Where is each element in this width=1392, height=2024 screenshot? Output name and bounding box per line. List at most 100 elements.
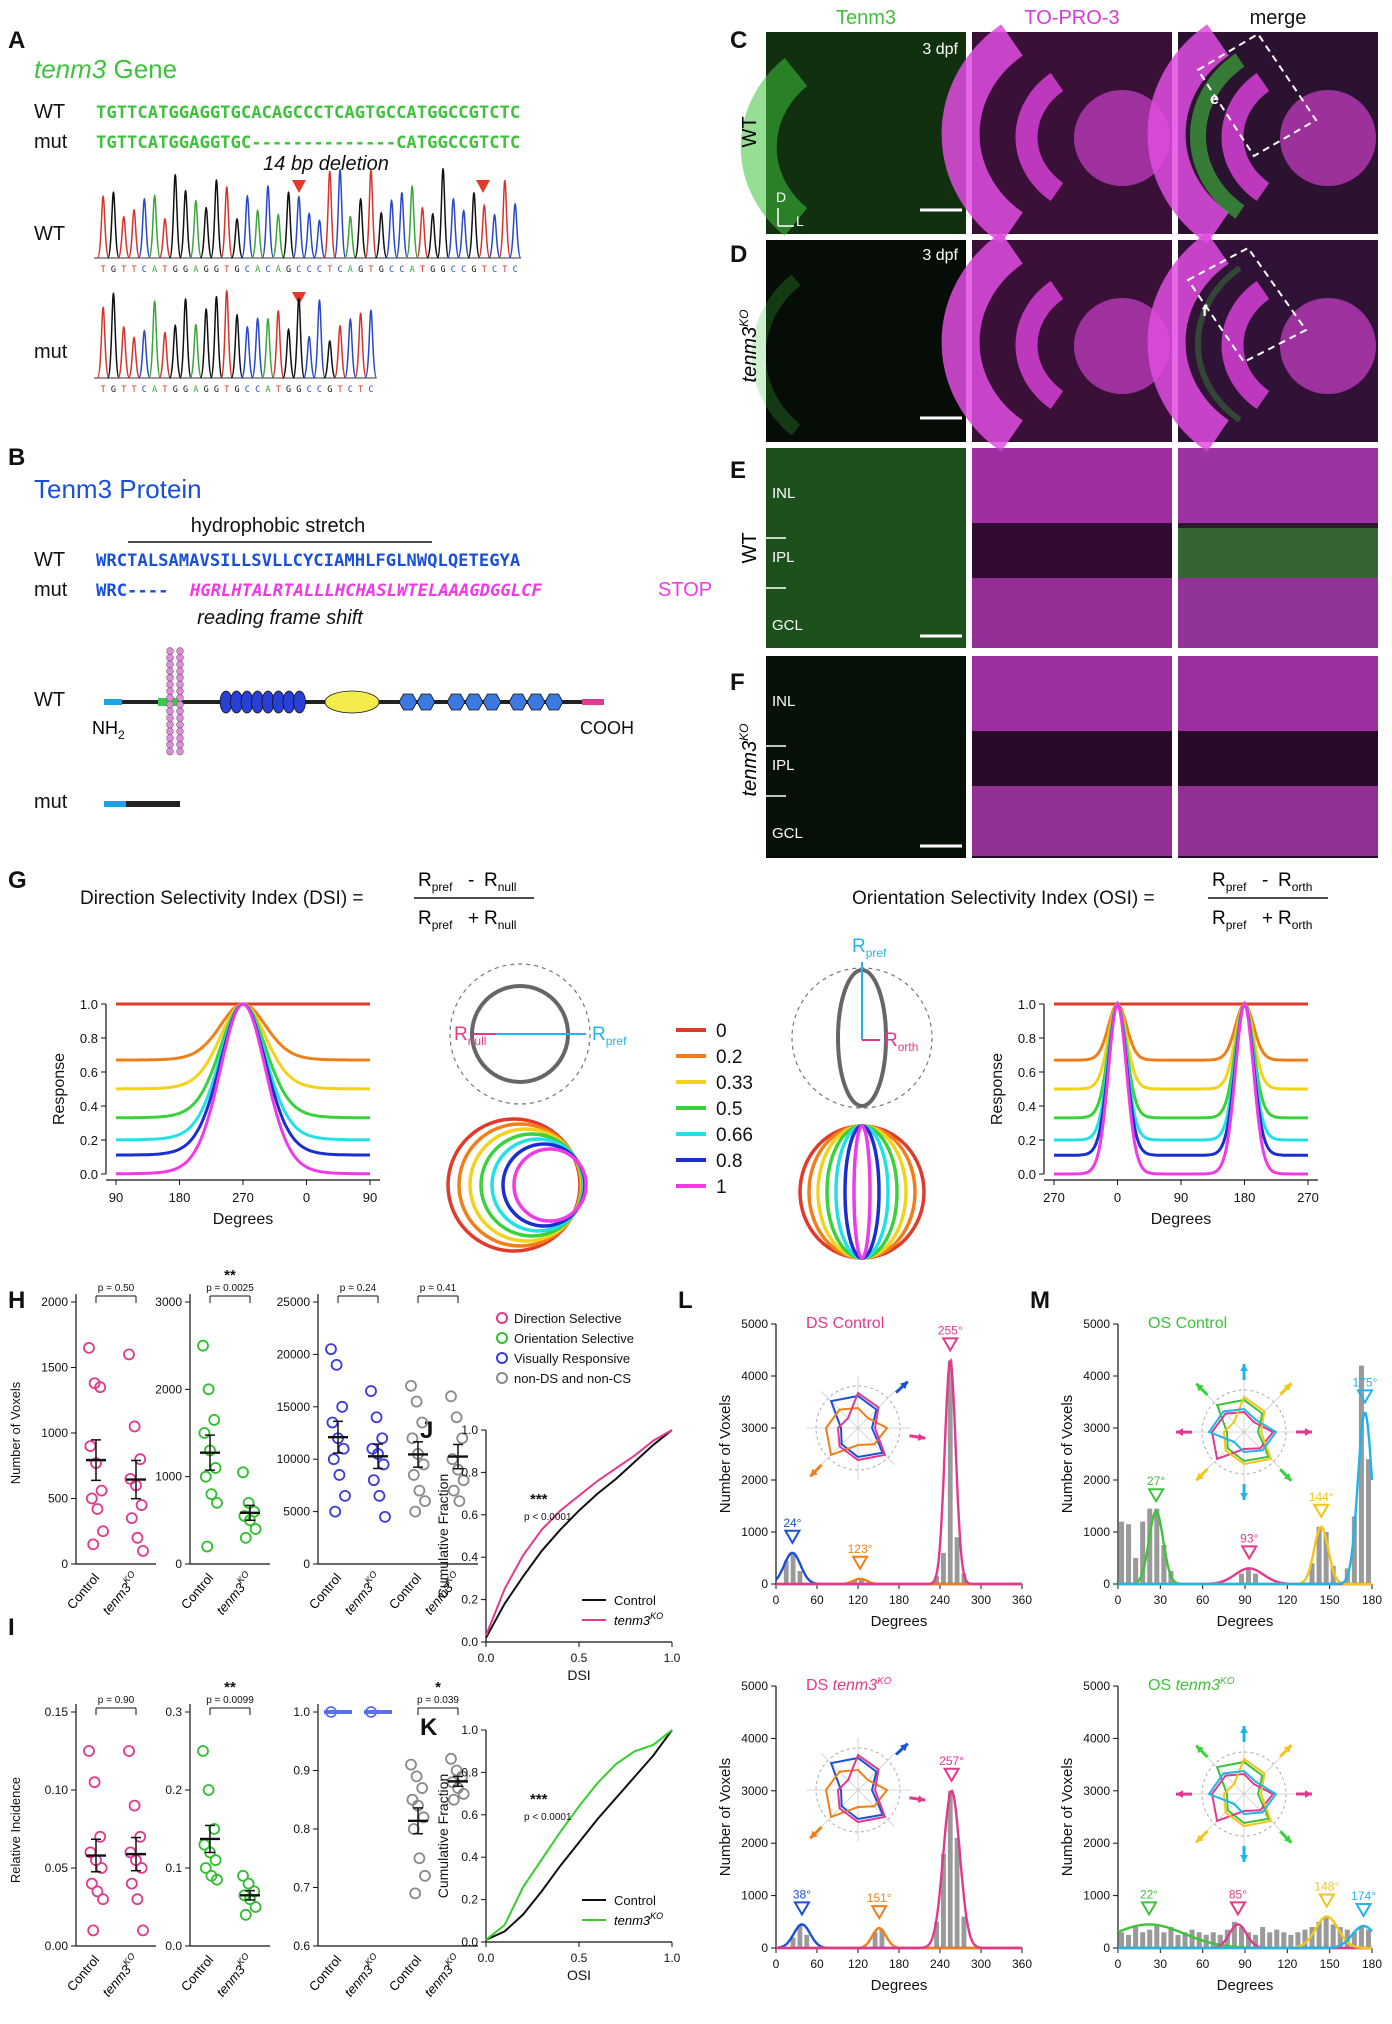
trace-base-letter: T [358, 385, 363, 395]
data-point [125, 1512, 138, 1525]
trace-peak [137, 197, 151, 259]
histogram-bar [947, 1790, 953, 1948]
histogram-bar [1365, 1929, 1371, 1948]
tuning-curve [1054, 1002, 1308, 1062]
trace-peak [374, 211, 388, 259]
trace-base-letter: T [420, 265, 425, 275]
row-label-text: WT [739, 116, 761, 147]
y-axis-title: Number of Voxels [8, 1381, 23, 1484]
peak-marker [1354, 1902, 1373, 1918]
data-point [211, 1873, 223, 1886]
data-point [237, 1466, 249, 1479]
direction-arrowhead [810, 1830, 818, 1839]
significance-stars: *** [530, 1791, 548, 1808]
y-tick-label: 1000 [155, 1470, 182, 1484]
x-tick-label: 270 [1297, 1190, 1319, 1205]
trace-base-letter: C [307, 385, 312, 395]
data-point [84, 1440, 97, 1452]
y-tick-label: 0.4 [461, 1850, 478, 1864]
x-tick-label: 180 [889, 1957, 909, 1971]
y-tick-label: 4000 [1083, 1369, 1110, 1383]
x-tick-label: 360 [1012, 1957, 1032, 1971]
r-term: Rorth [1278, 908, 1312, 932]
retina-outer-layer [1147, 24, 1230, 244]
gaussian-fit [775, 1551, 1022, 1586]
histogram-bar [1309, 1927, 1315, 1948]
legend-text: tenm3 [614, 1613, 651, 1628]
x-category-label: Control [386, 1952, 425, 1994]
trace-base-letter: G [111, 265, 116, 275]
data-point [91, 1885, 104, 1898]
mut-protein-frameshift: HGRLHTALRTALLLHCHASLWTELAAAGDGGLCF [189, 581, 542, 601]
panel-letter: E [730, 457, 746, 484]
trace-base-letter: C [245, 385, 250, 395]
panel-b: Tenm3 Protein hydrophobic stretch WT mut WRC… [34, 474, 712, 813]
trace-peak [405, 185, 419, 259]
inl-band [972, 448, 1172, 523]
histogram-bar [1330, 1565, 1336, 1584]
lipid-bilayer-bead [176, 714, 184, 722]
data-point [249, 1901, 262, 1913]
histogram-bar [1154, 1508, 1160, 1584]
x-category-label: tenm3KO [340, 1951, 385, 2000]
cys-rich-domain [324, 690, 380, 714]
histogram-bar [1260, 1927, 1266, 1948]
lipid-bilayer-bead [176, 660, 184, 669]
cumulative-curve [485, 1729, 673, 1941]
y-tick-label: 20000 [277, 1347, 311, 1361]
trace-peak [333, 168, 347, 259]
x-tick-label: 90 [1174, 1190, 1188, 1205]
peak-marker [1140, 1901, 1158, 1917]
panel-letter: I [8, 1614, 15, 1641]
x-axis-title: DSI [567, 1667, 590, 1683]
row-label-sup: KO [737, 724, 751, 741]
panel-letter: F [730, 669, 745, 696]
y-tick-label: 0 [1103, 1941, 1110, 1955]
r-subscript: pref [866, 946, 887, 960]
category-text: tenm3 [99, 1580, 134, 1618]
r-letter: R [418, 908, 432, 929]
gcl-band [972, 578, 1172, 648]
os-polar-curve [843, 1124, 881, 1260]
x-tick-label: 90 [363, 1190, 377, 1205]
x-tick-label: 0.0 [478, 1951, 495, 1965]
x-tick-label: 120 [1277, 1593, 1297, 1607]
data-point [330, 1358, 343, 1371]
lipid-bilayer-bead [176, 741, 184, 749]
tuning-curve [116, 1002, 370, 1142]
r-subscript: null [468, 1034, 487, 1048]
trace-peak [385, 199, 398, 259]
panel-m-ko: 5000 4000 3000 2000 1000 00 30 60 90 120 150 180 Deg… [1059, 1676, 1382, 1994]
category-text: Control [306, 1570, 345, 1612]
y-tick-label: 0.2 [461, 1593, 478, 1607]
peak-angle-label: 257° [939, 1754, 964, 1768]
layer-label-ipl: IPL [772, 757, 795, 774]
y-axis-title: Response [51, 1053, 68, 1125]
histogram-bar [941, 1853, 946, 1948]
y-axis-title: Cumulative Fraction [435, 1474, 451, 1599]
y-tick-label: 0.8 [461, 1765, 478, 1779]
trace-base-letter: T [482, 265, 487, 275]
polar-tuning-outline [836, 1391, 887, 1462]
r-letter: R [884, 1030, 898, 1051]
nhl-repeat [508, 693, 528, 711]
dot-legend: Direction Selective Orientation Selective… [496, 1311, 634, 1386]
trace-peak [343, 318, 357, 379]
lipid-bilayer-bead [176, 747, 184, 756]
lipid-bilayer-bead [176, 647, 184, 655]
inl-band [1178, 656, 1378, 731]
data-point [447, 1484, 460, 1497]
trace-base-letter: A [193, 265, 198, 275]
peak-marker [1240, 1545, 1258, 1561]
trace-base-letter: G [430, 265, 435, 275]
y-tick-label: 0.2 [80, 1133, 98, 1148]
x-tick-label: 0.5 [571, 1651, 588, 1665]
trace-peak [158, 331, 172, 379]
layer-label-inl: INL [772, 693, 795, 710]
tuning-curve [116, 1002, 370, 1176]
direction-arrowhead [1176, 1428, 1184, 1436]
histogram-bar [783, 1560, 789, 1584]
r-vector-label: Rorth [884, 1030, 918, 1054]
row-label-text: tenm3 [739, 741, 761, 797]
